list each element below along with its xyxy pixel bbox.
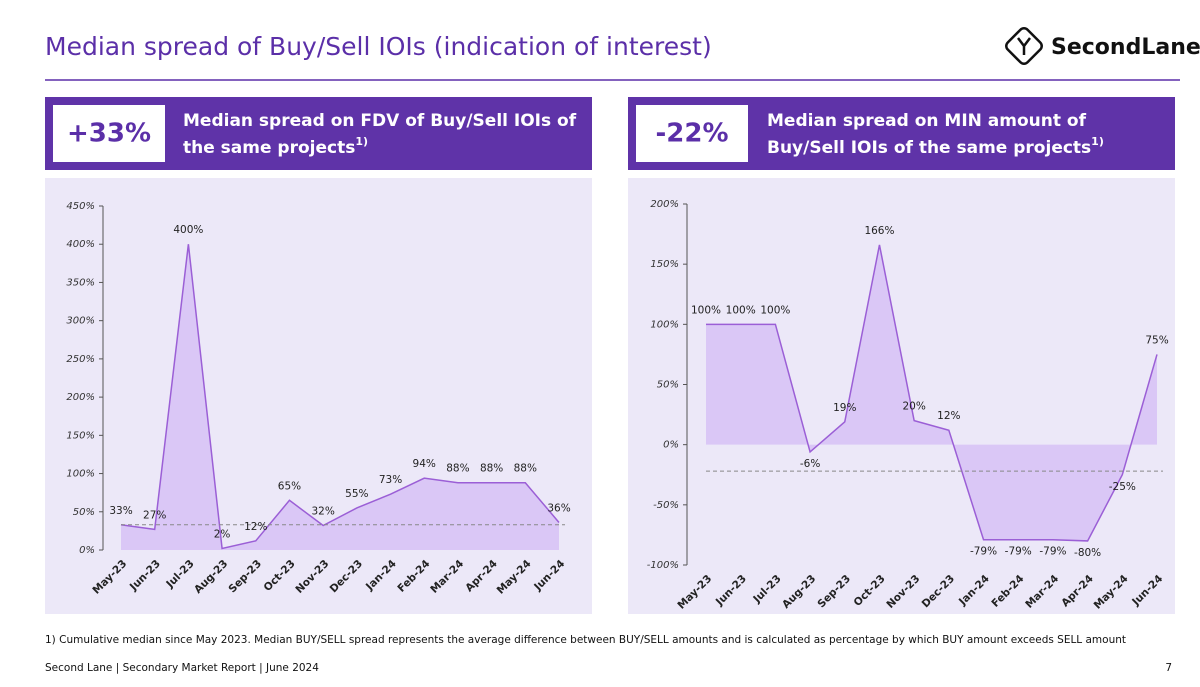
value-label: 2% xyxy=(214,528,231,540)
value-label: -79% xyxy=(1039,546,1066,558)
y-tick-label: 50% xyxy=(73,507,95,518)
value-label: -6% xyxy=(800,458,820,470)
logo-text: SecondLane xyxy=(1051,35,1200,60)
y-tick-label: 0% xyxy=(663,440,679,451)
value-label: 36% xyxy=(547,502,570,514)
value-label: 75% xyxy=(1145,334,1168,346)
footer-source: Second Lane | Secondary Market Report | … xyxy=(45,662,319,674)
value-label: 94% xyxy=(413,458,436,470)
footnote: 1) Cumulative median since May 2023. Med… xyxy=(45,634,1126,646)
value-label: 100% xyxy=(760,304,790,316)
panel-heading: Buy/Sell IOIs of the same projects1) xyxy=(767,135,1104,158)
value-label: 12% xyxy=(937,410,960,422)
value-label: 100% xyxy=(691,304,721,316)
value-label: -79% xyxy=(1005,546,1032,558)
heading-line: the same projects xyxy=(183,138,355,158)
logo: SecondLane xyxy=(1005,27,1200,65)
kpi-box xyxy=(636,105,748,162)
line xyxy=(706,244,1158,542)
value-label: 27% xyxy=(143,509,166,521)
y-tick-label: 400% xyxy=(66,239,95,250)
logo-glyph xyxy=(1017,37,1031,55)
y-tick-label: 250% xyxy=(66,354,95,365)
y-tick-label: 200% xyxy=(650,199,679,210)
y-tick-label: 0% xyxy=(79,545,95,556)
y-tick-label: 200% xyxy=(66,392,95,403)
value-label: 73% xyxy=(379,474,402,486)
value-label: 88% xyxy=(480,463,503,475)
page-number: 7 xyxy=(1165,662,1172,674)
y-tick-label: 300% xyxy=(66,316,95,327)
value-label: 32% xyxy=(311,506,334,518)
value-label: 19% xyxy=(833,402,856,414)
y-tick-label: -100% xyxy=(647,560,679,571)
value-label: 400% xyxy=(173,224,203,236)
panel-heading: the same projects1) xyxy=(183,135,368,158)
value-label: 65% xyxy=(278,480,301,492)
value-label: -80% xyxy=(1074,547,1101,559)
value-label: -79% xyxy=(970,546,997,558)
value-label: 55% xyxy=(345,488,368,500)
y-tick-label: 50% xyxy=(657,380,679,391)
value-label: -25% xyxy=(1109,481,1136,493)
line xyxy=(120,244,560,550)
y-tick-label: 100% xyxy=(650,319,679,330)
panel-heading: Median spread on MIN amount of xyxy=(767,111,1087,131)
kpi: -22% xyxy=(655,119,728,149)
y-tick-label: 150% xyxy=(650,259,679,270)
value-label: 20% xyxy=(902,401,925,413)
area xyxy=(121,244,559,550)
value-label: 33% xyxy=(109,505,132,517)
kpi: +33% xyxy=(67,119,151,149)
heading-line: Buy/Sell IOIs of the same projects xyxy=(767,138,1091,158)
panel-heading: Median spread on FDV of Buy/Sell IOIs of xyxy=(183,111,577,131)
slide-title: Median spread of Buy/Sell IOIs (indicati… xyxy=(45,32,712,61)
value-label: 88% xyxy=(514,463,537,475)
value-label: 88% xyxy=(446,463,469,475)
logo-icon xyxy=(1005,27,1043,65)
y-tick-label: 450% xyxy=(66,201,95,212)
y-tick-label: -50% xyxy=(653,500,679,511)
note-mark: 1) xyxy=(355,135,368,148)
area xyxy=(706,244,1157,541)
y-tick-label: 150% xyxy=(66,430,95,441)
note-mark: 1) xyxy=(1091,135,1104,148)
y-tick-label: 350% xyxy=(66,277,95,288)
value-label: 166% xyxy=(864,225,894,237)
y-tick-label: 100% xyxy=(66,469,95,480)
value-label: 12% xyxy=(244,521,267,533)
kpi-box xyxy=(53,105,165,162)
value-label: 100% xyxy=(726,304,756,316)
